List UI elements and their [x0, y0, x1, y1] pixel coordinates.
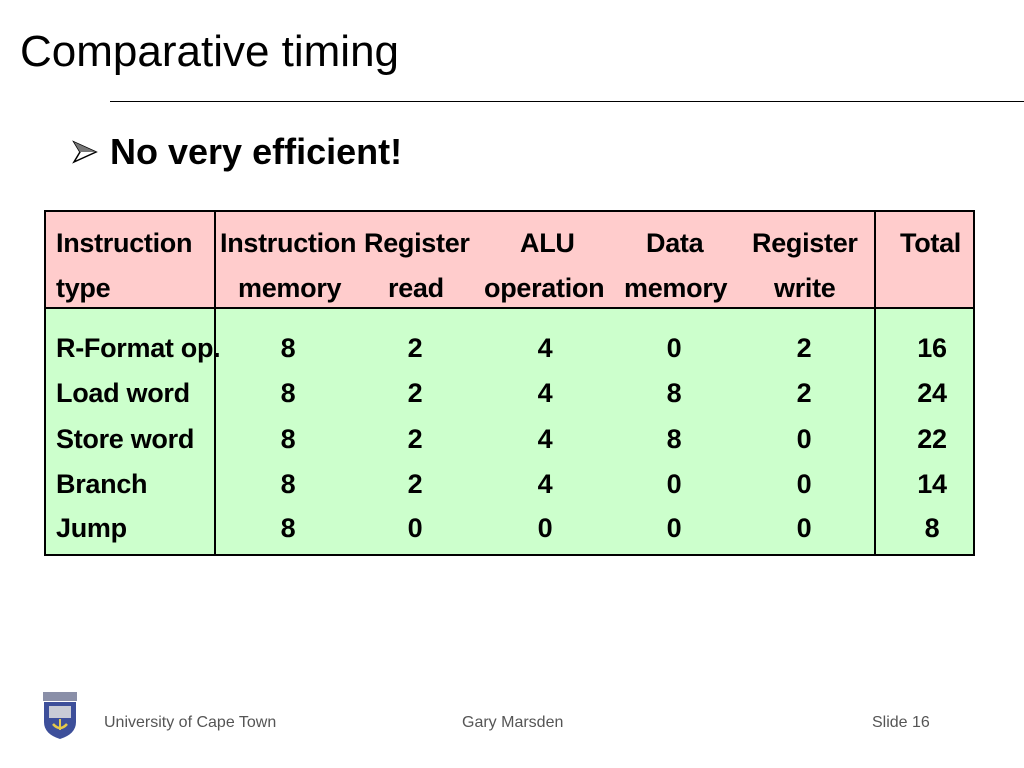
register-read-value: 0	[407, 513, 423, 543]
table-header	[46, 212, 973, 309]
university-crest-icon	[43, 692, 77, 739]
column-divider	[214, 212, 216, 554]
alu-operation-value: 4	[537, 469, 553, 499]
row-label: Load word	[56, 378, 190, 408]
total-value: 14	[917, 469, 947, 499]
footer-institution: University of Cape Town	[104, 714, 277, 731]
register-read-value: 2	[407, 333, 423, 363]
data-memory-value: 8	[666, 424, 682, 454]
header-alu-operation: ALU	[520, 228, 575, 258]
footer-slide-number: Slide 16	[872, 714, 930, 731]
row-label: Store word	[56, 424, 195, 454]
bullet-text: No very efficient!	[110, 131, 403, 172]
instruction-memory-value: 8	[280, 333, 296, 363]
arrow-bullet-icon	[72, 140, 98, 164]
bullet-item: No very efficient!	[70, 130, 402, 174]
total-value: 8	[924, 513, 940, 543]
instruction-memory-value: 8	[280, 424, 296, 454]
header-instruction-memory: memory	[238, 273, 342, 303]
column-divider	[874, 212, 876, 554]
footer-author: Gary Marsden	[462, 714, 564, 731]
header-data-memory: memory	[624, 273, 728, 303]
header-register-read: Register	[364, 228, 470, 258]
header-register-read: read	[388, 273, 444, 303]
register-write-value: 0	[796, 513, 812, 543]
instruction-memory-value: 8	[280, 469, 296, 499]
row-label: Branch	[56, 469, 148, 499]
slide-title: Comparative timing	[20, 27, 400, 76]
header-instruction-type: Instruction	[56, 228, 193, 258]
header-alu-operation: operation	[484, 273, 605, 303]
row-label: Jump	[56, 513, 127, 543]
data-memory-value: 0	[666, 513, 682, 543]
register-write-value: 2	[796, 378, 812, 408]
header-instruction-type: type	[56, 273, 111, 303]
alu-operation-value: 4	[537, 424, 553, 454]
header-total: Total	[900, 228, 961, 258]
register-read-value: 2	[407, 424, 423, 454]
register-read-value: 2	[407, 378, 423, 408]
total-value: 16	[917, 333, 947, 363]
instruction-memory-value: 8	[280, 378, 296, 408]
header-instruction-memory: Instruction	[220, 228, 357, 258]
title-divider	[110, 101, 1024, 102]
total-value: 24	[917, 378, 947, 408]
alu-operation-value: 0	[537, 513, 553, 543]
row-label: R-Format op.	[56, 333, 221, 363]
register-write-value: 2	[796, 333, 812, 363]
header-data-memory: Data	[646, 228, 704, 258]
data-memory-value: 0	[666, 469, 682, 499]
register-write-value: 0	[796, 424, 812, 454]
timing-table: Instruction Instruction Register ALU Dat…	[44, 210, 975, 556]
register-write-value: 0	[796, 469, 812, 499]
data-memory-value: 0	[666, 333, 682, 363]
alu-operation-value: 4	[537, 333, 553, 363]
alu-operation-value: 4	[537, 378, 553, 408]
instruction-memory-value: 8	[280, 513, 296, 543]
total-value: 22	[917, 424, 947, 454]
header-register-write: Register	[752, 228, 858, 258]
table-body	[46, 309, 973, 554]
header-register-write: write	[774, 273, 836, 303]
register-read-value: 2	[407, 469, 423, 499]
data-memory-value: 8	[666, 378, 682, 408]
